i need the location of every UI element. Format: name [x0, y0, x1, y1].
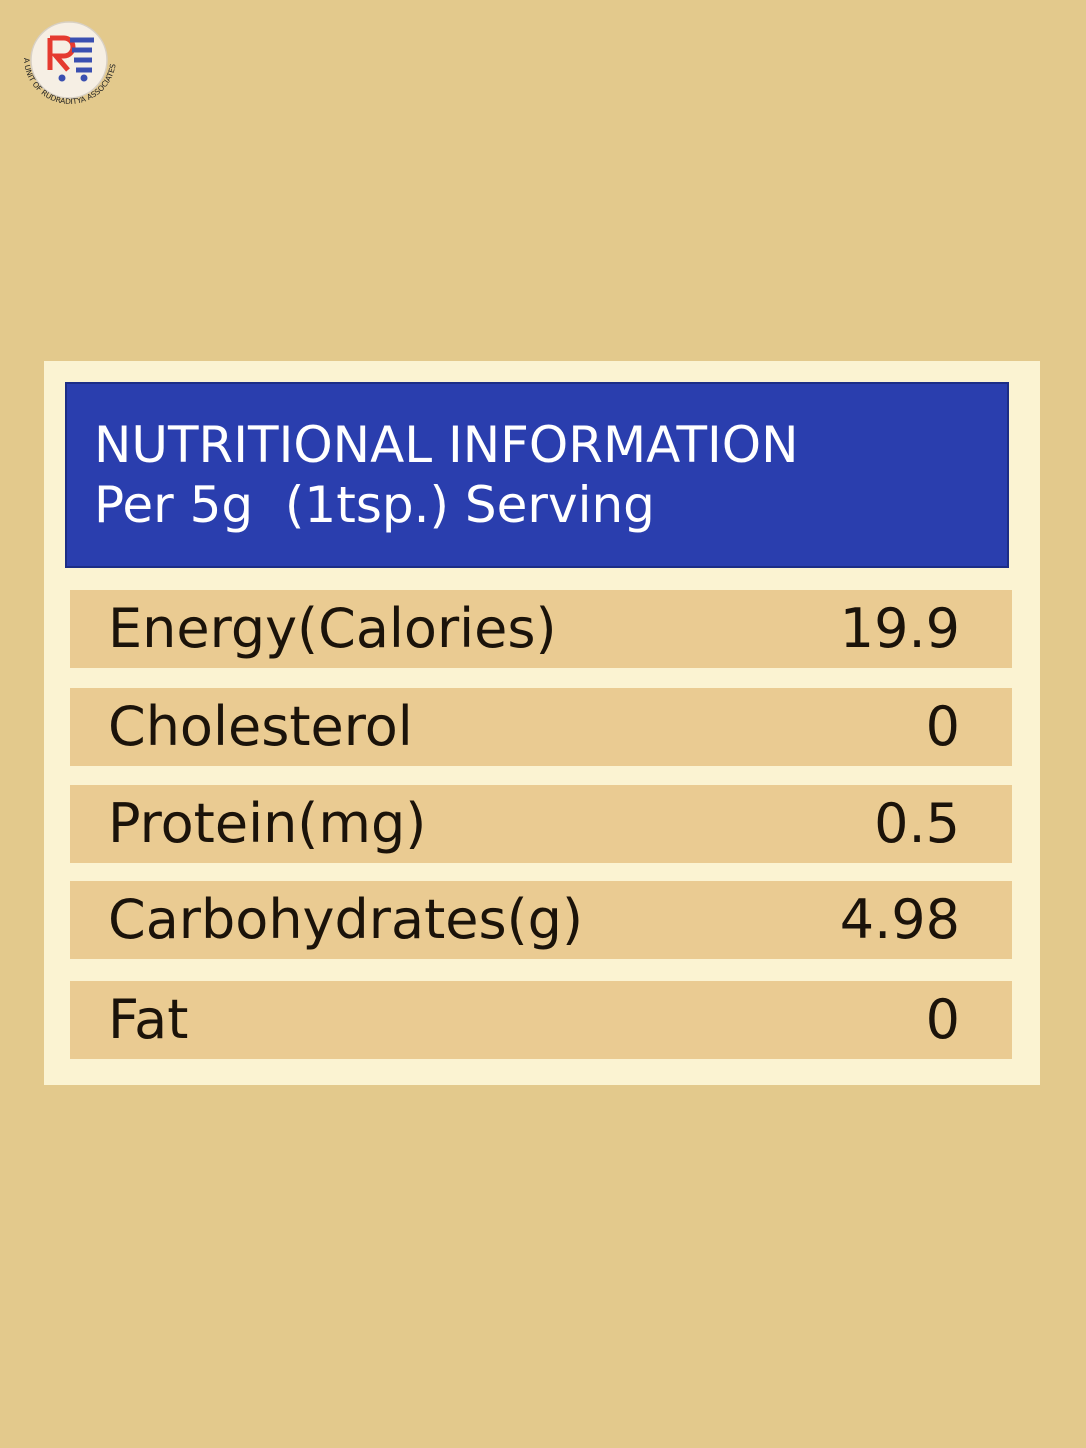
table-row	[70, 688, 1012, 766]
table-row	[70, 785, 1012, 863]
nutrient-name: Protein(mg)	[108, 792, 426, 855]
table-row	[70, 881, 1012, 959]
header-box	[65, 382, 1009, 568]
table-row	[70, 981, 1012, 1059]
table-row	[70, 590, 1012, 668]
nutrient-name: Carbohydrates(g)	[108, 888, 583, 951]
nutrient-name: Fat	[108, 988, 188, 1051]
logo-e	[70, 37, 94, 73]
subtitle: Per 5g (1tsp.) Serving	[94, 476, 655, 534]
logo-wheel	[58, 74, 66, 82]
nutrient-value: 4.98	[840, 888, 960, 951]
nutrient-value: 0	[926, 695, 960, 758]
nutrient-name: Cholesterol	[108, 695, 413, 758]
nutrient-value: 19.9	[840, 597, 960, 660]
logo-wheel	[80, 74, 88, 82]
nutrition-table: Energy(Calories) 19.9 Cholesterol 0 Protein(…	[70, 590, 1012, 1059]
nutrient-value: 0.5	[874, 792, 960, 855]
title: NUTRITIONAL INFORMATION	[94, 416, 799, 474]
nutrient-value: 0	[926, 988, 960, 1051]
nutrient-name: Energy(Calories)	[108, 597, 557, 660]
